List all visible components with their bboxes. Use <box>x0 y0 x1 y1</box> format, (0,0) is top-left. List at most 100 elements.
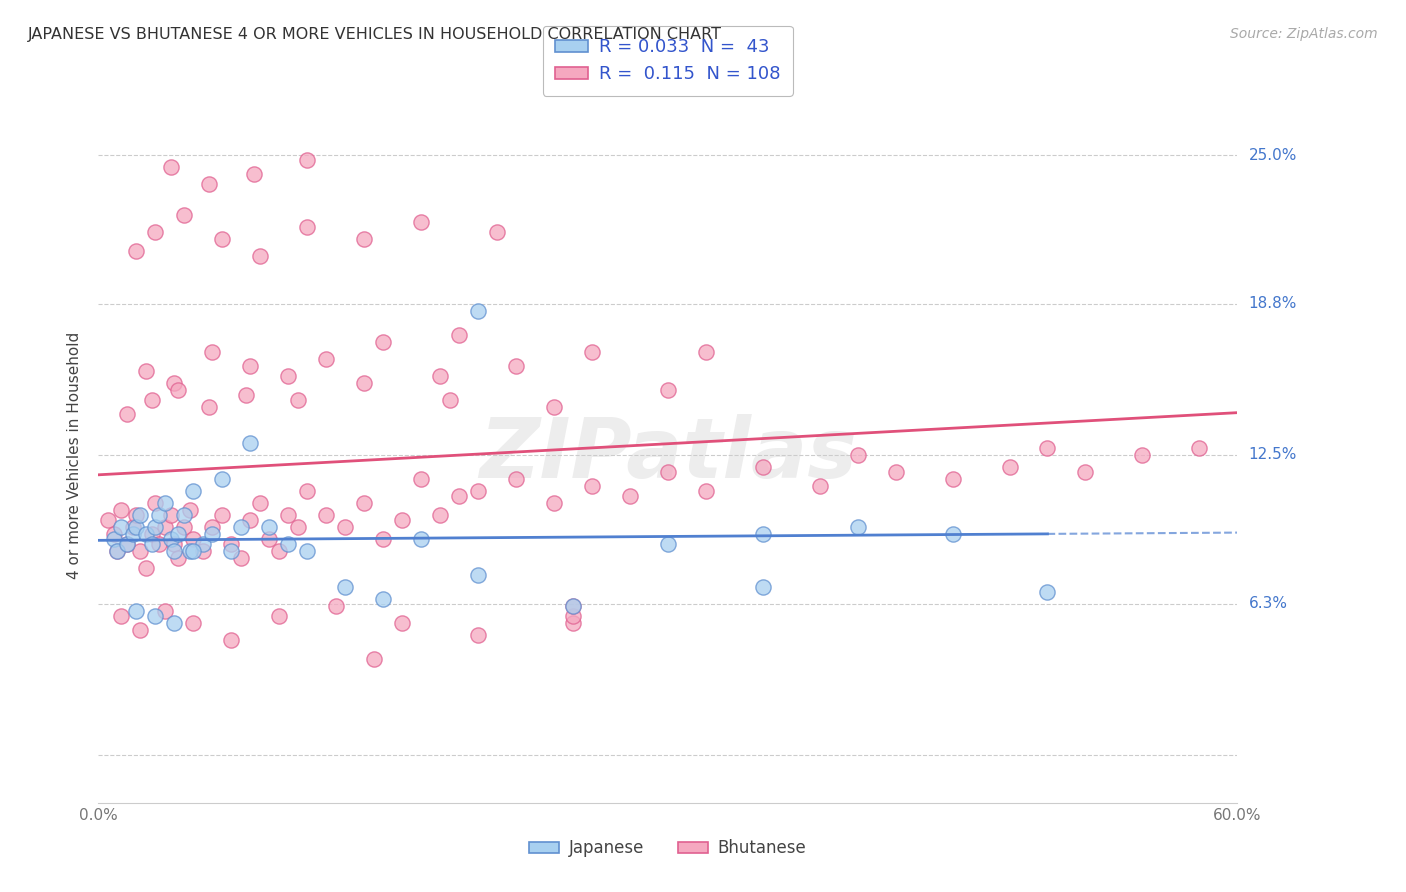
Point <box>153 604 176 618</box>
Point <box>287 520 309 534</box>
Point <box>846 448 869 462</box>
Point <box>145 520 167 534</box>
Point <box>167 527 190 541</box>
Point <box>467 628 489 642</box>
Point <box>411 532 433 546</box>
Point <box>657 537 679 551</box>
Point <box>277 368 299 383</box>
Point <box>243 167 266 181</box>
Point <box>846 520 869 534</box>
Point <box>315 508 337 522</box>
Point <box>107 544 129 558</box>
Point <box>229 551 252 566</box>
Point <box>505 359 527 373</box>
Point <box>998 459 1021 474</box>
Point <box>159 160 181 174</box>
Point <box>229 520 252 534</box>
Point <box>259 532 281 546</box>
Point <box>942 527 965 541</box>
Point <box>197 400 219 414</box>
Point <box>267 608 290 623</box>
Point <box>167 551 190 566</box>
Point <box>221 632 243 647</box>
Point <box>581 344 603 359</box>
Point <box>363 652 385 666</box>
Point <box>129 544 152 558</box>
Point <box>287 392 309 407</box>
Point <box>371 591 394 606</box>
Point <box>562 615 585 630</box>
Point <box>277 508 299 522</box>
Point <box>163 544 186 558</box>
Point <box>371 532 394 546</box>
Point <box>657 383 679 397</box>
Point <box>115 537 138 551</box>
Point <box>439 392 461 407</box>
Point <box>562 599 585 613</box>
Point <box>153 496 176 510</box>
Point <box>752 459 775 474</box>
Point <box>179 503 201 517</box>
Point <box>657 465 679 479</box>
Point <box>239 513 262 527</box>
Text: 6.3%: 6.3% <box>1249 596 1288 611</box>
Point <box>167 383 190 397</box>
Point <box>239 436 262 450</box>
Text: 12.5%: 12.5% <box>1249 448 1296 462</box>
Point <box>315 351 337 366</box>
Point <box>335 580 357 594</box>
Point <box>695 344 717 359</box>
Point <box>135 527 157 541</box>
Point <box>543 400 565 414</box>
Point <box>467 304 489 318</box>
Point <box>353 376 375 390</box>
Text: ZIPatlas: ZIPatlas <box>479 415 856 495</box>
Point <box>562 599 585 613</box>
Point <box>695 483 717 498</box>
Y-axis label: 4 or more Vehicles in Household: 4 or more Vehicles in Household <box>67 331 83 579</box>
Point <box>449 328 471 343</box>
Point <box>391 513 413 527</box>
Point <box>103 527 125 541</box>
Point <box>297 153 319 167</box>
Point <box>259 520 281 534</box>
Point <box>353 232 375 246</box>
Point <box>808 479 831 493</box>
Point <box>221 537 243 551</box>
Point <box>249 249 271 263</box>
Point <box>141 392 163 407</box>
Point <box>429 368 451 383</box>
Point <box>110 520 132 534</box>
Point <box>173 520 195 534</box>
Point <box>110 503 132 517</box>
Point <box>371 335 394 350</box>
Point <box>129 623 152 637</box>
Point <box>183 615 205 630</box>
Point <box>335 520 357 534</box>
Point <box>297 219 319 234</box>
Point <box>429 508 451 522</box>
Point <box>449 489 471 503</box>
Point <box>1036 441 1059 455</box>
Point <box>163 537 186 551</box>
Point <box>121 527 143 541</box>
Point <box>125 520 148 534</box>
Point <box>1132 448 1154 462</box>
Point <box>125 604 148 618</box>
Text: 18.8%: 18.8% <box>1249 296 1296 311</box>
Point <box>752 527 775 541</box>
Point <box>125 508 148 522</box>
Point <box>163 376 186 390</box>
Point <box>141 537 163 551</box>
Point <box>211 472 233 486</box>
Point <box>163 615 186 630</box>
Point <box>145 608 167 623</box>
Point <box>179 544 201 558</box>
Point <box>145 496 167 510</box>
Point <box>115 537 138 551</box>
Text: Source: ZipAtlas.com: Source: ZipAtlas.com <box>1230 27 1378 41</box>
Point <box>97 513 120 527</box>
Point <box>411 472 433 486</box>
Point <box>121 520 143 534</box>
Point <box>543 496 565 510</box>
